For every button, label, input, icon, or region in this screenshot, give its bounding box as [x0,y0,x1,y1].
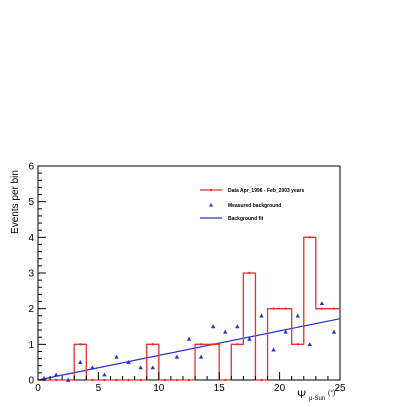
data-point [187,378,191,382]
data-point [296,343,299,346]
data-point [308,236,311,239]
measured-background-point [114,354,119,359]
x-tick-label: 5 [96,383,102,394]
data-point [199,343,203,346]
measured-background-point [174,354,180,359]
measured-background-point [319,301,325,306]
y-tick-label: 1 [28,340,34,351]
data-point [139,378,142,382]
measured-background-point [235,324,240,329]
y-tick-label: 6 [28,162,34,173]
data-point [320,307,324,310]
background-fit-layer [37,318,341,381]
y-tick-label: 4 [28,233,34,244]
data-point [224,378,227,382]
legend-entry-label: Measured background [228,203,281,209]
y-tick-label: 5 [28,197,34,208]
data-point [284,307,287,310]
measured-background-layer [41,301,337,382]
data-point [163,378,167,382]
measured-background-point [126,359,131,364]
y-tick-label: 3 [28,269,34,280]
data-point [54,378,58,382]
measured-background-point [259,313,264,318]
measured-background-point [66,377,71,382]
data-point [115,378,118,382]
measured-background-point [283,329,288,334]
axes: 0 5 10 15 20 25 0 1 2 3 4 5 6 [28,162,346,395]
data-point [91,378,94,382]
data-point [332,307,336,310]
measured-background-point [210,324,216,329]
data-point [211,343,215,346]
data-point [127,378,130,382]
x-tick-label: 10 [153,383,165,394]
measured-background-point [331,329,337,334]
data-point [248,271,251,275]
legend: Data Apr_1996 - Feb_2003 years Measured b… [200,188,304,222]
measured-background-point [186,336,192,341]
measured-background-point [53,372,59,377]
data-point [272,307,275,310]
x-tick-label: 15 [214,383,226,394]
legend-background-marker [209,203,213,207]
measured-background-point [295,313,300,318]
plot-frame [37,165,341,381]
measured-background-point [247,336,252,341]
measured-background-point [90,365,95,370]
y-axis-label: Events per bin [10,170,21,234]
data-point [260,378,263,382]
measured-background-point [198,354,204,359]
plot-area [37,165,341,381]
data-histogram-step [38,236,340,381]
measured-background-point [138,365,143,370]
data-point [79,343,82,346]
legend-data-marker [209,188,213,192]
measured-background-point [223,329,228,334]
data-point [103,378,106,382]
data-point [151,343,154,346]
x-tick-label: 0 [35,383,41,394]
x-axis-label-main: Ψ [297,389,306,401]
y-tick-label: 0 [28,376,34,387]
measured-background-point [41,376,47,380]
x-tick-label: 25 [334,383,346,394]
legend-entry-label: Background fit [228,216,264,222]
measured-background-point [307,342,312,347]
y-tick-label: 2 [28,304,34,315]
measured-background-point [271,347,276,352]
data-histogram-layer [38,236,340,382]
x-axis-label: Ψ μ-Sun (°) [297,389,335,403]
legend-entry-label: Data Apr_1996 - Feb_2003 years [228,188,304,194]
data-point [236,343,239,346]
measured-background-point [150,365,155,370]
x-tick-label: 20 [274,383,286,394]
x-axis-label-unit: (°) [328,389,335,397]
background-fit-line [37,318,341,381]
x-axis-label-sub: μ-Sun [309,396,325,402]
measured-background-point [102,372,107,377]
measured-background-point [78,359,83,364]
data-point [175,378,179,382]
